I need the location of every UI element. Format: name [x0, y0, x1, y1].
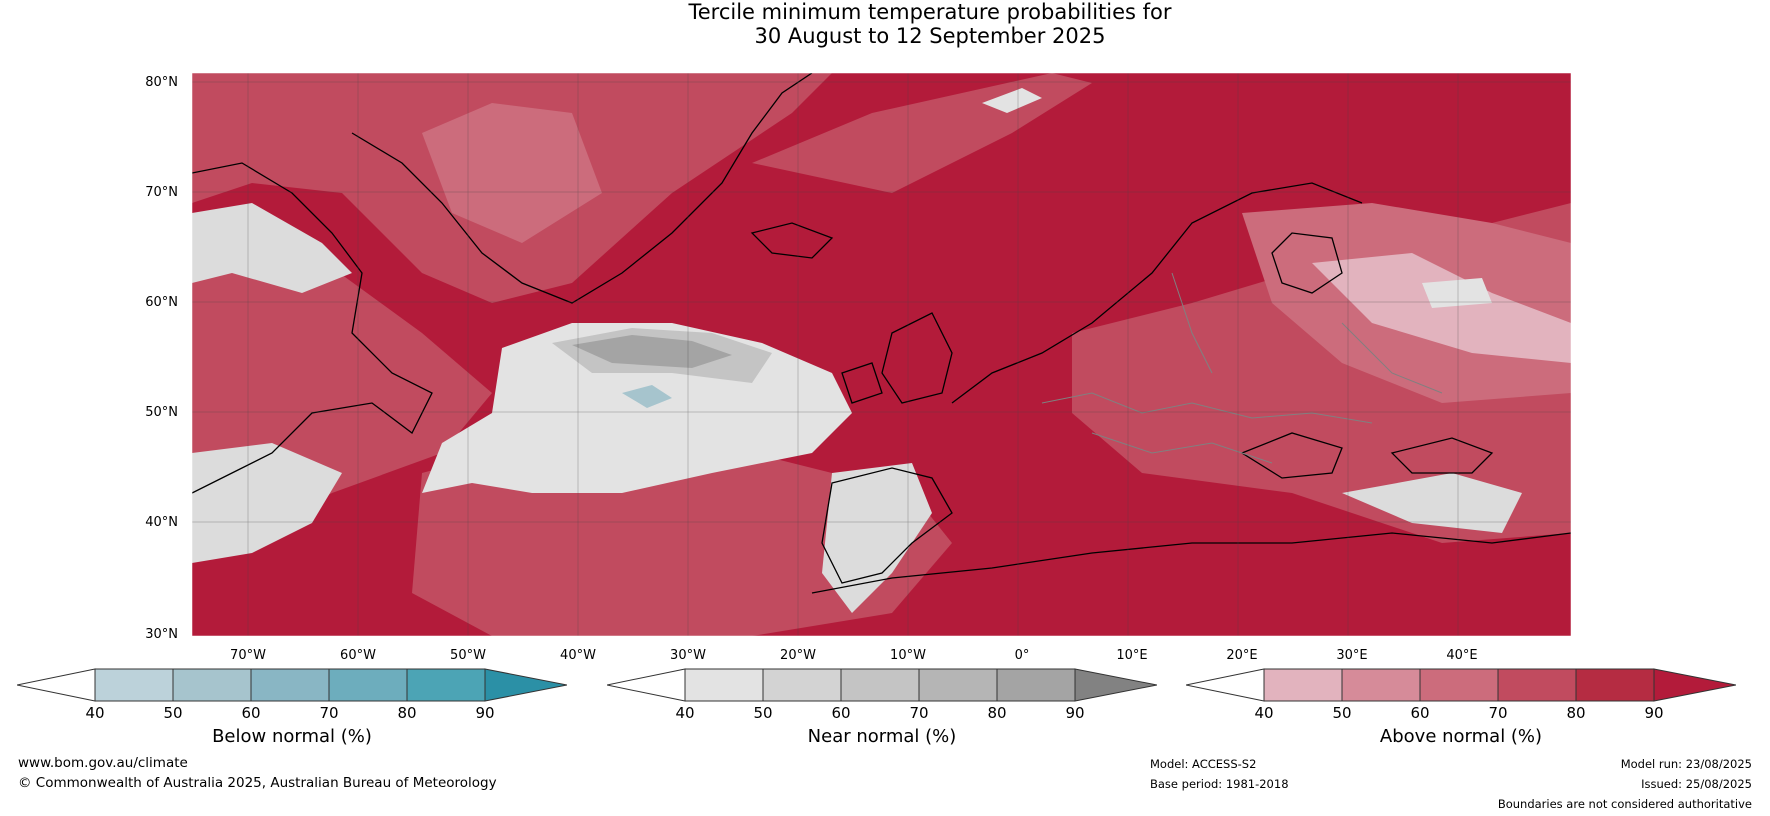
cb-above-seg-1	[1263, 668, 1343, 702]
footer-copyright: © Commonwealth of Australia 2025, Austra…	[18, 775, 497, 791]
cb-above-seg-5	[1575, 668, 1655, 702]
cb-near-tick-70: 70	[909, 704, 929, 722]
cb-above-tick-60: 60	[1410, 704, 1430, 722]
lat-label-30n: 30°N	[145, 627, 178, 642]
cb-above-tick-90: 90	[1644, 704, 1664, 722]
cb-below-tick-50: 50	[163, 704, 183, 722]
probability-map	[192, 73, 1571, 636]
lon-label-10w: 10°W	[890, 648, 926, 663]
footer-disclaimer: Boundaries are not considered authoritat…	[1497, 797, 1752, 811]
cb-above-seg-0	[1186, 668, 1265, 702]
below-normal-patch-atlantic	[622, 385, 672, 408]
cb-above-tick-40: 40	[1254, 704, 1274, 722]
cb-below-seg-0	[17, 668, 96, 702]
colorbar-above-normal-scale	[1186, 668, 1736, 702]
colorbar-near-normal: 40 50 60 70 80 90 Near normal (%)	[607, 667, 1157, 757]
country-borders	[1041, 272, 1443, 464]
cb-below-tick-40: 40	[85, 704, 105, 722]
near-normal-region-russia-north	[1422, 278, 1492, 308]
lon-label-0: 0°	[1014, 648, 1030, 663]
cb-near-tick-90: 90	[1065, 704, 1085, 722]
colorbar-below-normal: 40 50 60 70 80 90 Below normal (%)	[17, 667, 567, 757]
cb-below-seg-4	[328, 668, 408, 702]
cb-above-seg-4	[1497, 668, 1577, 702]
cb-above-label: Above normal (%)	[1379, 726, 1543, 747]
chart-title-line1: Tercile minimum temperature probabilitie…	[688, 0, 1172, 24]
cb-above-tick-50: 50	[1332, 704, 1352, 722]
cb-near-seg-4	[918, 668, 998, 702]
cb-near-seg-1	[684, 668, 764, 702]
colorbar-above-normal: 40 50 60 70 80 90 Above normal (%)	[1186, 667, 1736, 757]
cb-near-seg-2	[762, 668, 842, 702]
lon-label-60w: 60°W	[340, 648, 376, 663]
cb-below-tick-70: 70	[319, 704, 339, 722]
lat-label-50n: 50°N	[145, 405, 178, 420]
lon-label-20w: 20°W	[780, 648, 816, 663]
lon-label-50w: 50°W	[450, 648, 486, 663]
lon-label-20e: 20°E	[1226, 648, 1258, 663]
svalbard-near-normal-patch	[982, 88, 1042, 113]
lat-label-40n: 40°N	[145, 515, 178, 530]
lon-label-30w: 30°W	[670, 648, 706, 663]
lon-label-10e: 10°E	[1116, 648, 1148, 663]
cb-below-seg-1	[94, 668, 174, 702]
colorbar-near-normal-scale	[607, 668, 1157, 702]
footer-model: Model: ACCESS-S2	[1150, 757, 1257, 771]
near-normal-80-atlantic	[572, 335, 732, 368]
cb-above-seg-3	[1419, 668, 1499, 702]
cb-near-seg-5	[996, 668, 1076, 702]
cb-above-seg-6	[1653, 668, 1736, 702]
colorbar-below-normal-scale	[17, 668, 567, 702]
cb-below-tick-60: 60	[241, 704, 261, 722]
lon-label-30e: 30°E	[1336, 648, 1368, 663]
footer-model-run: Model run: 23/08/2025	[1620, 757, 1752, 771]
cb-above-tick-70: 70	[1488, 704, 1508, 722]
above-50-region-greenland-east	[422, 103, 602, 243]
lat-label-60n: 60°N	[145, 295, 178, 310]
cb-below-seg-6	[484, 668, 567, 702]
above-40-region-russia	[1312, 253, 1571, 363]
cb-below-seg-2	[172, 668, 252, 702]
cb-near-tick-40: 40	[675, 704, 695, 722]
cb-near-seg-3	[840, 668, 920, 702]
footer-base-period: Base period: 1981-2018	[1150, 777, 1289, 791]
near-normal-region-us-east	[192, 443, 342, 563]
cb-near-tick-50: 50	[753, 704, 773, 722]
cb-near-seg-6	[1074, 668, 1157, 702]
lon-label-70w: 70°W	[230, 648, 266, 663]
cb-below-seg-5	[406, 668, 486, 702]
graticule	[192, 73, 1571, 636]
cb-near-tick-60: 60	[831, 704, 851, 722]
lon-label-40w: 40°W	[560, 648, 596, 663]
cb-below-label: Below normal (%)	[212, 726, 372, 747]
footer-website: www.bom.gov.au/climate	[18, 755, 188, 771]
lon-label-40e: 40°E	[1446, 648, 1478, 663]
chart-title-line2: 30 August to 12 September 2025	[754, 24, 1106, 48]
cb-above-tick-80: 80	[1566, 704, 1586, 722]
cb-below-tick-80: 80	[397, 704, 417, 722]
cb-near-seg-0	[607, 668, 686, 702]
lat-label-80n: 80°N	[145, 75, 178, 90]
coastlines	[192, 73, 1571, 594]
near-normal-region-labrador	[192, 203, 352, 293]
cb-above-seg-2	[1341, 668, 1421, 702]
near-normal-region-black-sea-east	[1342, 473, 1522, 533]
cb-near-label: Near normal (%)	[807, 726, 957, 747]
lat-label-70n: 70°N	[145, 185, 178, 200]
cb-below-seg-3	[250, 668, 330, 702]
footer-issued: Issued: 25/08/2025	[1641, 777, 1752, 791]
cb-below-tick-90: 90	[475, 704, 495, 722]
cb-near-tick-80: 80	[987, 704, 1007, 722]
near-normal-region-iberia	[822, 463, 932, 613]
